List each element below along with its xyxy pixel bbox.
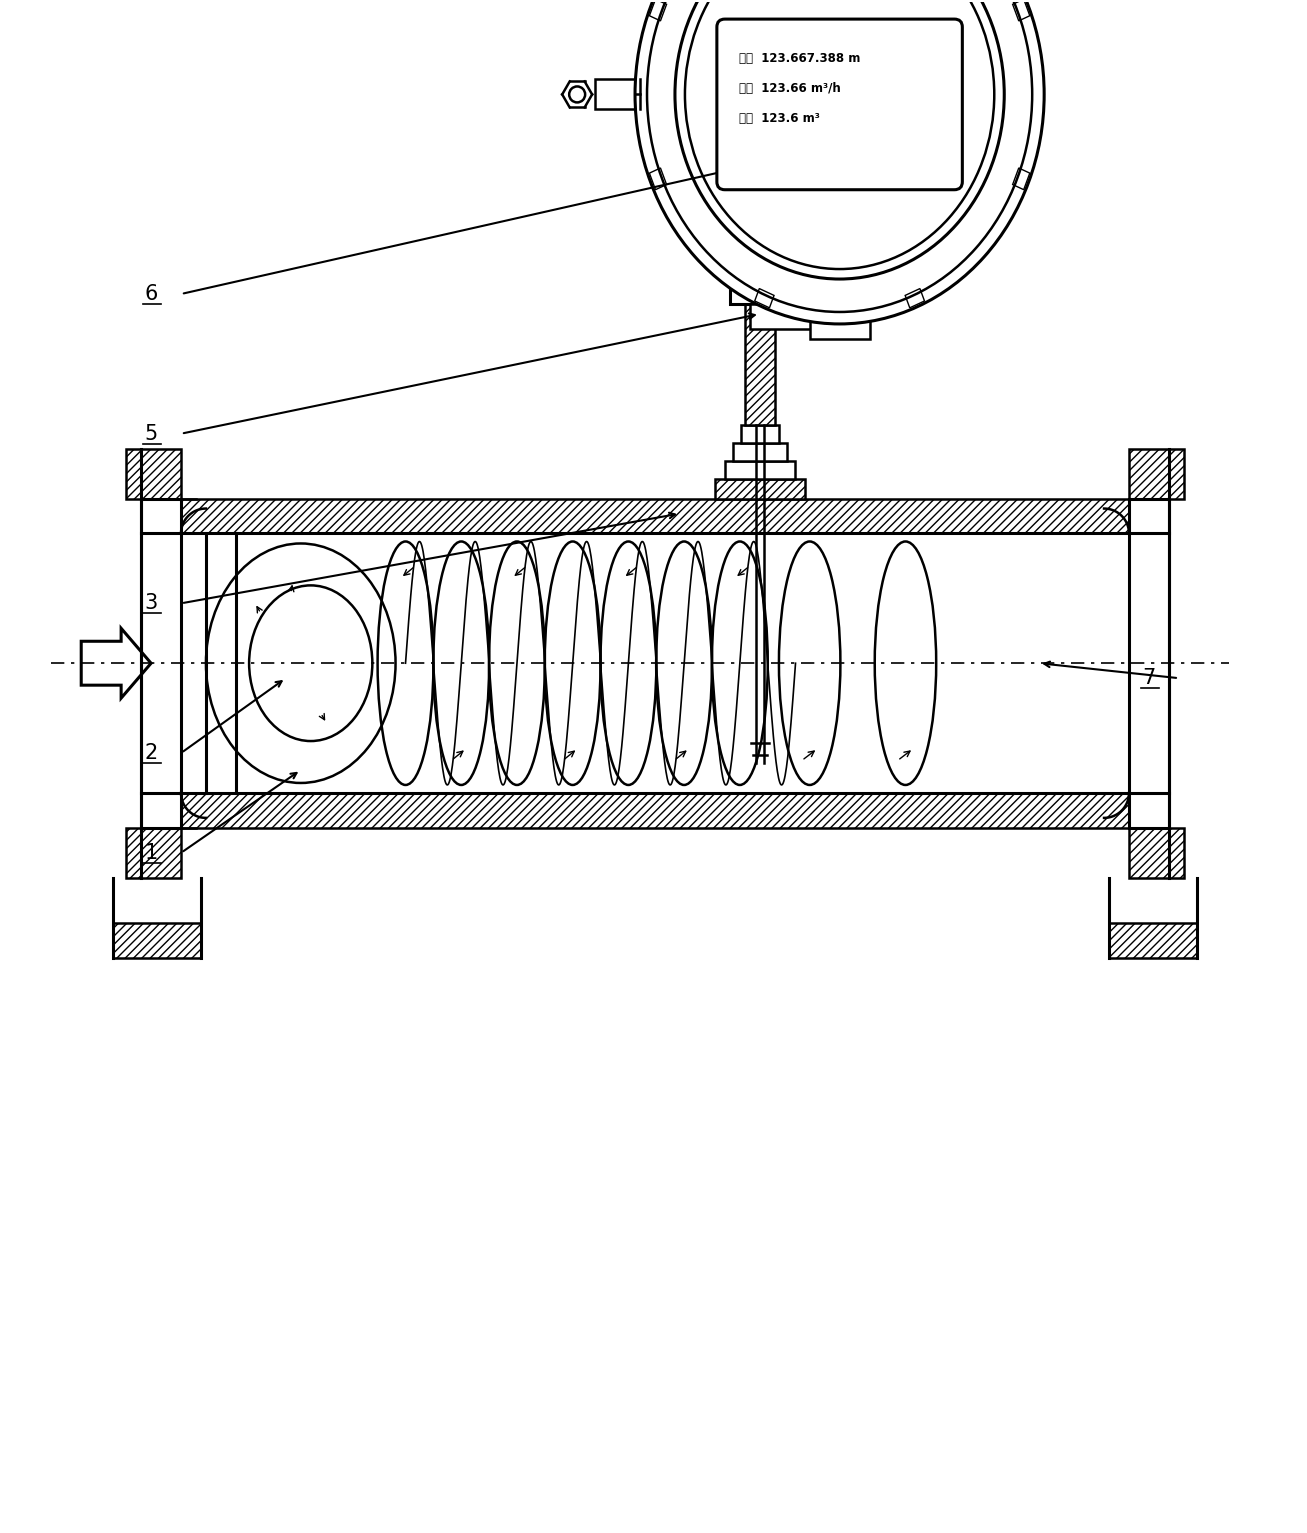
Bar (750, 304, 850, 330)
Bar (1129, 498, 1168, 828)
Text: 2: 2 (145, 744, 158, 763)
Bar (595, 80, 640, 109)
Bar (741, 425, 779, 443)
Bar (141, 793, 1168, 828)
Text: 瞬量  123.66 m³/h: 瞬量 123.66 m³/h (738, 81, 840, 95)
Text: 累量  123.6 m³: 累量 123.6 m³ (738, 112, 819, 124)
Bar (1129, 449, 1184, 498)
Text: 瞬量  123.667.388 m: 瞬量 123.667.388 m (738, 52, 860, 64)
Bar (141, 498, 1168, 533)
Ellipse shape (635, 0, 1044, 323)
Bar (114, 923, 201, 958)
Bar (809, 319, 869, 339)
FancyBboxPatch shape (716, 18, 962, 190)
Bar (141, 498, 180, 828)
Bar (125, 449, 180, 498)
Text: 3: 3 (145, 593, 158, 613)
Bar (725, 460, 795, 478)
Bar (1110, 923, 1197, 958)
Bar (125, 828, 180, 878)
Text: 7: 7 (1142, 668, 1155, 688)
Ellipse shape (674, 0, 1004, 279)
Bar (1129, 828, 1184, 878)
Bar (729, 175, 869, 304)
Text: 5: 5 (145, 423, 158, 443)
Bar (715, 478, 805, 498)
Text: 6: 6 (144, 284, 158, 304)
Bar (733, 443, 787, 460)
Text: 1: 1 (145, 843, 158, 863)
Bar (742, 155, 857, 175)
Bar (745, 304, 775, 425)
